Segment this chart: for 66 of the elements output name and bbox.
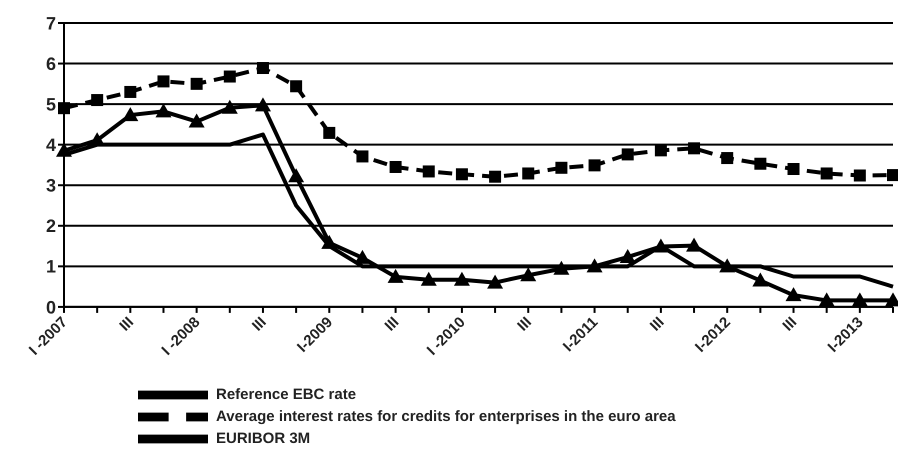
point	[489, 170, 502, 183]
point	[91, 94, 104, 106]
x-tick-label: III	[116, 314, 138, 335]
point	[288, 168, 304, 182]
point	[157, 75, 170, 88]
point	[820, 167, 833, 180]
point	[688, 142, 700, 154]
point	[188, 114, 205, 128]
point	[58, 102, 70, 114]
point	[754, 158, 766, 170]
point	[553, 260, 570, 275]
point	[555, 162, 568, 174]
point	[818, 292, 835, 306]
point	[454, 272, 470, 286]
point	[354, 250, 370, 264]
y-tick-label: 6	[46, 54, 56, 74]
x-tick-label: III	[646, 314, 668, 335]
x-tick-label: III	[514, 314, 536, 335]
y-tick-label: 1	[46, 256, 56, 277]
x-tick-label: III	[248, 314, 270, 335]
point	[487, 274, 504, 289]
point	[652, 238, 669, 252]
point	[456, 168, 468, 180]
point	[522, 167, 534, 180]
point	[654, 144, 667, 156]
point	[686, 238, 702, 252]
y-tick-label: 7	[46, 13, 56, 34]
x-tick-label: III	[779, 314, 800, 335]
y-tick-label: 5	[46, 94, 56, 115]
point	[388, 268, 404, 283]
point	[356, 150, 368, 162]
point	[124, 86, 136, 98]
legend-label: Average interest rates for credits for enterprises in the euro area	[216, 408, 676, 425]
point	[786, 287, 802, 302]
point	[155, 103, 172, 118]
point	[390, 160, 402, 173]
y-tick-label: 2	[46, 216, 56, 236]
point	[622, 148, 634, 160]
point	[290, 80, 302, 92]
point	[788, 163, 800, 176]
x-tick-label: III	[382, 314, 402, 335]
point	[254, 97, 271, 112]
point	[321, 234, 338, 249]
point	[422, 165, 435, 178]
point	[122, 107, 138, 122]
y-tick-label: 0	[46, 297, 56, 318]
point	[620, 249, 636, 264]
point	[852, 292, 868, 306]
point	[854, 170, 866, 182]
point	[520, 267, 536, 282]
point	[420, 272, 437, 286]
point	[256, 62, 269, 74]
point	[224, 70, 236, 83]
point	[719, 258, 736, 272]
y-tick-label: 4	[46, 135, 56, 156]
y-tick-label: 3	[46, 176, 56, 196]
point	[752, 272, 768, 287]
point	[588, 159, 601, 172]
legend-label: EURIBOR 3M	[216, 430, 310, 447]
point	[190, 78, 203, 90]
point	[721, 152, 734, 164]
point	[323, 126, 336, 139]
point	[586, 258, 603, 272]
point	[222, 100, 238, 114]
point	[887, 169, 898, 182]
legend-label: Reference EBC rate	[216, 386, 356, 403]
